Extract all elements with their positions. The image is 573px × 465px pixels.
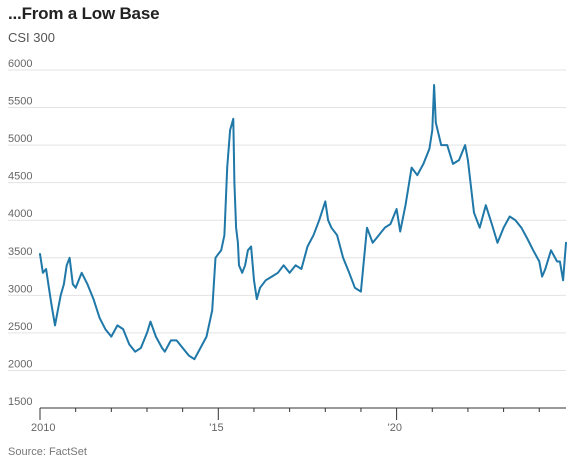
source-note: Source: FactSet [8,446,87,458]
line-chart: 1500 2000 2500 3000 3500 4000 4500 5000 5500 6000… [8,58,567,434]
series-lines [39,84,567,361]
x-axis-labels: 2010 '15 '20 [31,422,402,434]
y-tick-label: 1500 [8,396,32,408]
y-tick-label: 4000 [8,208,32,220]
gridlines [8,69,566,371]
chart-title: ...From a Low Base [8,4,160,23]
y-tick-label: 3500 [8,246,32,258]
y-tick-label: 3000 [8,283,32,295]
x-tick-label: '20 [388,422,402,434]
y-tick-label: 6000 [8,58,32,70]
series-line-0 [39,84,567,361]
y-tick-label: 5000 [8,133,32,145]
y-tick-label: 5500 [8,96,32,108]
y-axis-labels: 1500 2000 2500 3000 3500 4000 4500 5000 5500 6000 [8,58,32,408]
x-tick-label: 2010 [31,422,55,434]
x-tick-label: '15 [209,422,223,434]
y-tick-label: 2500 [8,321,32,333]
y-tick-label: 2000 [8,358,32,370]
chart-subtitle: CSI 300 [8,30,55,45]
x-axis [39,407,566,420]
y-tick-label: 4500 [8,171,32,183]
